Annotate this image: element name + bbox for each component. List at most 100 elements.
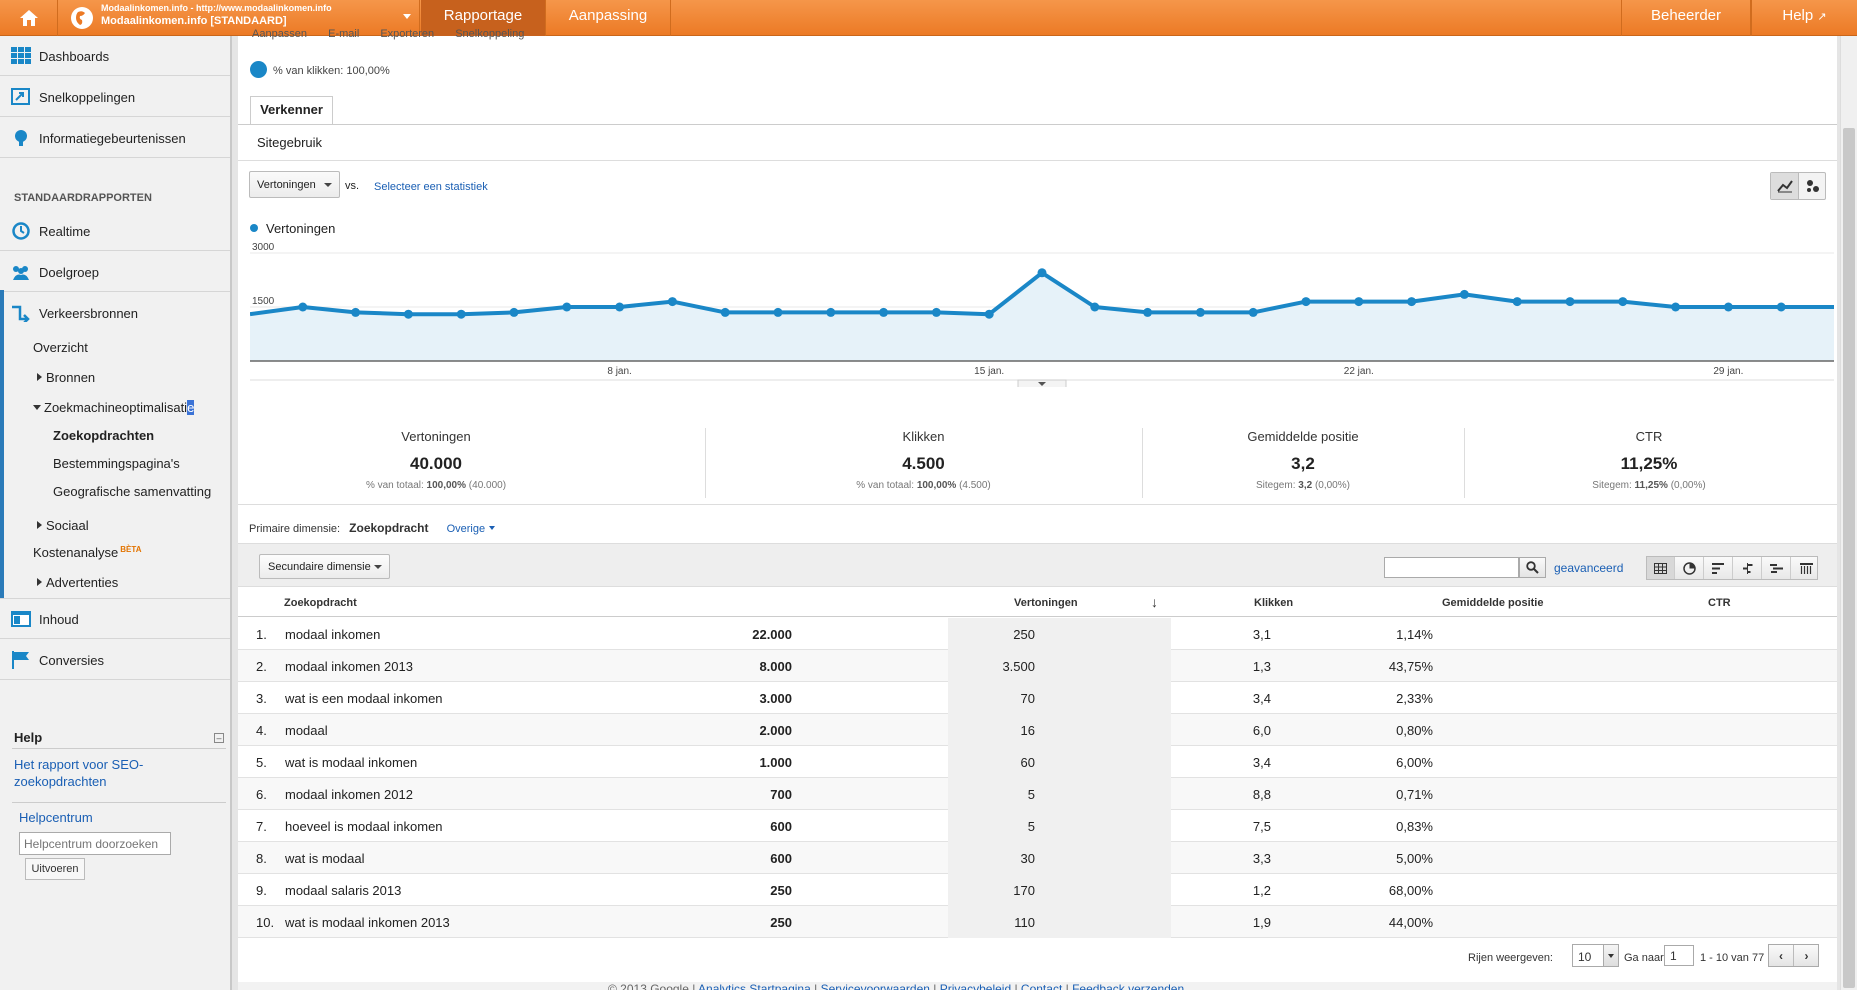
line-chart-button[interactable]: [1771, 173, 1799, 199]
scorecard-ctr[interactable]: CTR 11,25% Sitegem: 11,25% (0,00%): [1464, 424, 1834, 500]
cell-zoekopdracht[interactable]: modaal inkomen: [285, 627, 381, 642]
nav-beheerder[interactable]: Beheerder: [1621, 0, 1751, 36]
account-selector[interactable]: Modaalinkomen.info - http://www.modaalin…: [59, 0, 420, 36]
sidebar-item-zoekopdrachten[interactable]: Zoekopdrachten: [53, 428, 155, 443]
sidebar-item-seo[interactable]: Zoekmachineoptimalisatie: [33, 400, 195, 415]
cell-zoekopdracht[interactable]: modaal inkomen 2012: [285, 787, 413, 802]
cell-zoekopdracht[interactable]: hoeveel is modaal inkomen: [285, 819, 443, 834]
column-header-vertoningen[interactable]: Vertoningen: [1014, 597, 1078, 609]
nav-rapportage[interactable]: Rapportage: [421, 0, 546, 36]
sidebar-item-realtime[interactable]: Realtime: [0, 211, 230, 251]
sidebar-item-inhoud[interactable]: Inhoud: [0, 599, 230, 639]
sorted-column-highlight: [948, 810, 1171, 842]
footer-link-terms[interactable]: Servicevoorwaarden: [820, 982, 930, 990]
cell-zoekopdracht[interactable]: modaal salaris 2013: [285, 883, 402, 898]
cell-zoekopdracht[interactable]: wat is modaal: [285, 851, 365, 866]
help-search-input[interactable]: [19, 832, 171, 855]
table-row[interactable]: 6. modaal inkomen 2012 700 5 8,8 0,71%: [238, 778, 1837, 810]
advanced-filter-link[interactable]: geavanceerd: [1554, 561, 1624, 575]
sidebar-item-snelkoppelingen[interactable]: Snelkoppelingen: [0, 77, 230, 117]
column-header-ctr[interactable]: CTR: [1708, 597, 1731, 609]
view-table-button[interactable]: [1647, 557, 1675, 579]
motion-chart-button[interactable]: [1799, 173, 1826, 199]
view-termcloud-button[interactable]: [1763, 557, 1791, 579]
sidebar-item-dashboards[interactable]: Dashboards: [0, 36, 230, 76]
goto-page-input[interactable]: 1: [1664, 945, 1694, 966]
table-row[interactable]: 1. modaal inkomen 22.000 250 3,1 1,14%: [238, 618, 1837, 650]
sidebar-item-advertenties[interactable]: Advertenties: [37, 575, 118, 590]
footer-link-feedback[interactable]: Feedback verzenden: [1072, 982, 1185, 990]
cell-zoekopdracht[interactable]: wat is modaal inkomen: [285, 755, 418, 770]
table-search-input[interactable]: [1384, 557, 1519, 578]
collapse-icon[interactable]: –: [214, 733, 224, 743]
sidebar-item-bronnen[interactable]: Bronnen: [37, 370, 95, 385]
sidebar-item-overzicht[interactable]: Overzicht: [33, 340, 88, 355]
scorecard-sub: % van totaal: 100,00% (40.000): [248, 480, 624, 491]
sidebar-item-verkeersbronnen[interactable]: Verkeersbronnen: [0, 293, 230, 335]
primary-dimension-other[interactable]: Overige: [447, 523, 496, 535]
table-row[interactable]: 5. wat is modaal inkomen 1.000 60 3,4 6,00%: [238, 746, 1837, 778]
scorecard-vertoningen[interactable]: Vertoningen 40.000 % van totaal: 100,00%…: [248, 424, 624, 500]
table-row[interactable]: 9. modaal salaris 2013 250 170 1,2 68,00%: [238, 874, 1837, 906]
nav-aanpassing[interactable]: Aanpassing: [546, 0, 671, 36]
exporteren-button[interactable]: Exporteren: [380, 28, 435, 40]
prev-page-button[interactable]: ‹: [1769, 945, 1794, 966]
aanpassen-button[interactable]: Aanpassen: [252, 28, 308, 40]
metric-select[interactable]: Vertoningen: [249, 171, 340, 198]
primary-dimension-current[interactable]: Zoekopdracht: [349, 521, 429, 535]
snelkoppeling-button[interactable]: Snelkoppeling: [455, 28, 525, 40]
table-row[interactable]: 10. wat is modaal inkomen 2013 250 110 1,9 44…: [238, 906, 1837, 938]
table-row[interactable]: 8. wat is modaal 600 30 3,3 5,00%: [238, 842, 1837, 874]
sidebar-item-conversies[interactable]: Conversies: [0, 640, 230, 680]
view-pie-button[interactable]: [1676, 557, 1704, 579]
helpcentrum-link[interactable]: Helpcentrum: [19, 810, 93, 825]
table-search-button[interactable]: [1519, 557, 1546, 578]
column-header-zoekopdracht[interactable]: Zoekopdracht: [284, 597, 357, 609]
home-button[interactable]: [0, 0, 58, 36]
column-header-klikken[interactable]: Klikken: [1254, 597, 1294, 609]
help-search-button[interactable]: Uitvoeren: [25, 858, 85, 880]
sidebar-item-doelgroep[interactable]: Doelgroep: [0, 252, 230, 292]
tab-verkenner[interactable]: Verkenner: [250, 96, 333, 125]
footer-link-analytics[interactable]: Analytics Startpagina: [698, 982, 811, 990]
table-row[interactable]: 7. hoeveel is modaal inkomen 600 5 7,5 0,83%: [238, 810, 1837, 842]
sidebar-item-geografische-samenvatting[interactable]: Geografische samenvatting: [53, 484, 212, 499]
footer-link-privacy[interactable]: Privacybeleid: [939, 982, 1012, 990]
footer-link-contact[interactable]: Contact: [1020, 982, 1063, 990]
scrollbar-thumb[interactable]: [1843, 128, 1855, 988]
cell-zoekopdracht[interactable]: modaal: [285, 723, 328, 738]
cell-ctr: 6,00%: [1396, 755, 1433, 770]
sidebar-item-informatie[interactable]: Informatiegebeurtenissen: [0, 118, 230, 158]
next-page-button[interactable]: ›: [1804, 948, 1809, 963]
subtab-sitegebruik[interactable]: Sitegebruik: [257, 135, 323, 150]
cell-zoekopdracht[interactable]: modaal inkomen 2013: [285, 659, 413, 674]
scorecard-klikken[interactable]: Klikken 4.500 % van totaal: 100,00% (4.5…: [705, 424, 1142, 500]
table-row[interactable]: 2. modaal inkomen 2013 8.000 3.500 1,3 43,75%: [238, 650, 1837, 682]
cell-zoekopdracht[interactable]: wat is modaal inkomen 2013: [285, 915, 450, 930]
select-statistic-link[interactable]: Selecteer een statistiek: [374, 181, 488, 193]
secondary-dimension-select[interactable]: Secundaire dimensie: [259, 554, 390, 579]
sidebar-item-sociaal[interactable]: Sociaal: [37, 518, 89, 533]
home-icon: [19, 10, 38, 26]
view-performance-button[interactable]: [1705, 557, 1733, 579]
email-button[interactable]: E-mail: [328, 28, 360, 40]
view-pivot-button[interactable]: [1792, 557, 1820, 579]
sidebar-item-kostenanalyse[interactable]: Kostenanalyse BÈTA: [33, 545, 141, 560]
column-header-gemiddelde-positie[interactable]: Gemiddelde positie: [1442, 597, 1544, 609]
nav-help[interactable]: Help ↗: [1751, 0, 1857, 36]
vertical-scrollbar[interactable]: [1840, 36, 1857, 990]
view-comparison-button[interactable]: [1734, 557, 1762, 579]
x-tick-label: 29 jan.: [1713, 366, 1743, 377]
cell-zoekopdracht[interactable]: wat is een modaal inkomen: [285, 691, 443, 706]
sort-descending-icon[interactable]: ↓: [1151, 594, 1158, 610]
rows-per-page-select[interactable]: 10: [1572, 944, 1619, 967]
goto-label: Ga naar:: [1624, 952, 1667, 964]
scorecard-gemiddelde-positie[interactable]: Gemiddelde positie 3,2 Sitegem: 3,2 (0,0…: [1142, 424, 1464, 500]
table-toolbar: Secundaire dimensie geavanceerd: [238, 543, 1837, 587]
help-report-link[interactable]: Het rapport voor SEO-zoekopdrachten: [14, 757, 144, 789]
pie-segment-icon: [250, 61, 267, 78]
segment-indicator[interactable]: % van klikken: 100,00%: [250, 61, 390, 78]
table-row[interactable]: 4. modaal 2.000 16 6,0 0,80%: [238, 714, 1837, 746]
sidebar-item-bestemmingspaginas[interactable]: Bestemmingspagina's: [53, 456, 180, 471]
table-row[interactable]: 3. wat is een modaal inkomen 3.000 70 3,4 2,3…: [238, 682, 1837, 714]
